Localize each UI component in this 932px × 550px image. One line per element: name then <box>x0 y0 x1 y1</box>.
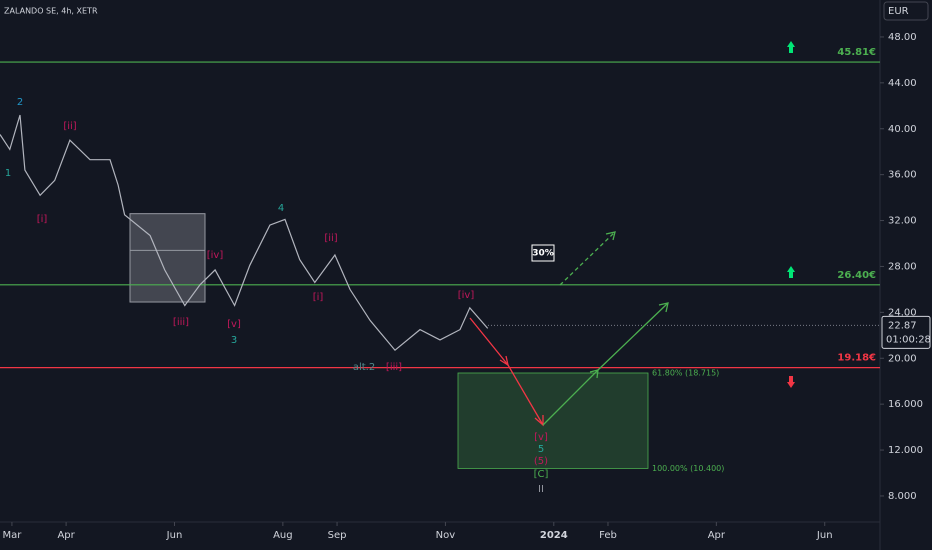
annotation-box <box>531 244 555 262</box>
y-tick-label: 12.000 <box>888 445 923 456</box>
x-tick-label: Mar <box>2 530 22 541</box>
wave-label: [iv] <box>458 290 475 301</box>
wave-label: [ii] <box>63 121 76 132</box>
wave-label: 2 <box>17 97 23 108</box>
wave-label: [i] <box>37 214 48 225</box>
wave-label: 1 <box>5 168 11 179</box>
up-icon <box>787 266 795 278</box>
down-icon <box>787 376 795 388</box>
wave-label: [v] <box>227 319 241 330</box>
level-icons <box>787 41 795 388</box>
price-level-label: 45.81€ <box>837 47 876 58</box>
x-tick-label: 2024 <box>540 530 568 541</box>
last-price-tag <box>881 315 931 349</box>
up-icon <box>787 41 795 53</box>
wave-label: II <box>538 484 544 495</box>
wave-label: [iv] <box>207 250 224 261</box>
wave-label: [iii] <box>173 317 189 328</box>
last-price: 22.87 <box>888 320 917 331</box>
x-tick-label: Jun <box>816 530 833 541</box>
y-tick-label: 44.00 <box>888 78 917 89</box>
y-tick-label: 16.000 <box>888 399 923 410</box>
y-tick-label: 36.00 <box>888 170 917 181</box>
wave-label: 3 <box>231 335 237 346</box>
wave-label: [ii] <box>324 233 337 244</box>
price-level-label: 26.40€ <box>837 270 876 281</box>
wave-label: [C] <box>534 469 549 480</box>
projection <box>469 231 669 427</box>
wave-label: [i] <box>313 292 324 303</box>
range-box <box>129 213 206 303</box>
x-tick-label: Jun <box>166 530 183 541</box>
x-tick-label: Apr <box>708 530 726 541</box>
wave-label: 30% <box>532 249 554 259</box>
x-tick-label: Aug <box>273 530 293 541</box>
target-zone <box>457 372 649 469</box>
wave-label: [iii] <box>386 362 402 373</box>
y-tick-label: 32.00 <box>888 216 917 227</box>
wave-label: alt.2 <box>353 362 375 373</box>
y-tick-label: 28.00 <box>888 261 917 272</box>
fib-label: 100.00% (10.400) <box>652 464 724 473</box>
fib-label: 61.80% (18.715) <box>652 368 719 377</box>
x-tick-label: Nov <box>436 530 456 541</box>
plot: 61.80% (18.715) 100.00% (10.400) 45.81€ 26.… <box>0 32 931 541</box>
wave-label: [v] <box>534 432 548 443</box>
currency: EUR <box>888 6 909 17</box>
x-tick-label: Apr <box>57 530 75 541</box>
wave-label: 4 <box>278 203 284 214</box>
y-tick-label: 8.000 <box>888 491 917 502</box>
wave-label: (5) <box>534 456 548 467</box>
dashed-path <box>559 231 616 286</box>
x-tick-label: Sep <box>328 530 347 541</box>
arrowheads <box>589 302 669 379</box>
chart-title: ZALANDO SE, 4h, XETR <box>4 7 98 16</box>
arrowhead <box>605 231 616 241</box>
y-tick-label: 24.00 <box>888 307 917 318</box>
y-tick-label: 48.00 <box>888 32 917 43</box>
price-level-label: 19.18€ <box>837 353 876 364</box>
y-tick-label: 40.00 <box>888 124 917 135</box>
wave-label: 5 <box>538 444 544 455</box>
currency-box <box>883 1 929 21</box>
price-line <box>0 114 489 352</box>
x-tick-label: Feb <box>599 530 617 541</box>
y-tick-label: 20.00 <box>888 353 917 364</box>
countdown: 01:00:28 <box>886 334 931 345</box>
